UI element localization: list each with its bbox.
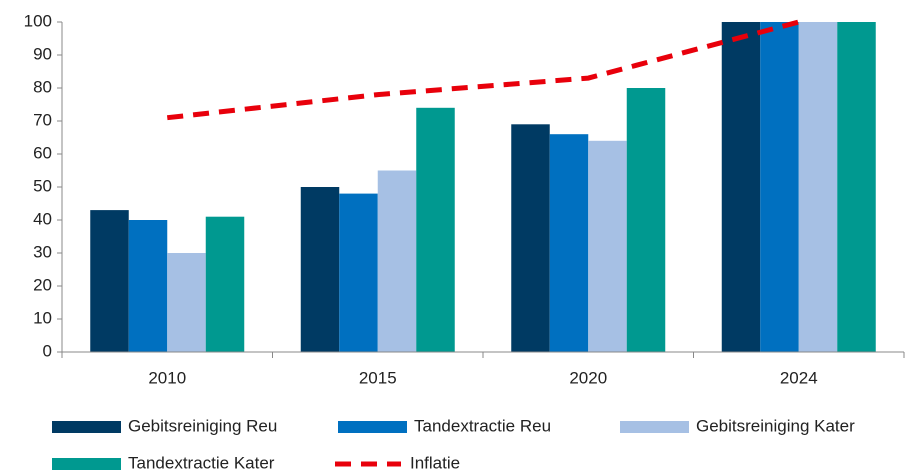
bar <box>549 134 589 352</box>
bar <box>626 88 666 352</box>
bar <box>588 140 627 352</box>
y-tick-label: 50 <box>33 176 52 195</box>
bar <box>205 216 245 352</box>
legend-label: Inflatie <box>410 453 460 472</box>
bar <box>167 253 206 352</box>
legend-swatch <box>52 421 121 433</box>
bar <box>760 22 799 352</box>
line <box>166 19 800 121</box>
legend-swatch <box>620 421 689 433</box>
y-tick-label: 30 <box>33 242 52 261</box>
x-tick-label: 2020 <box>569 368 607 387</box>
bar <box>128 220 168 352</box>
y-tick-label: 60 <box>33 143 52 162</box>
y-tick-label: 80 <box>33 77 52 96</box>
bar <box>416 107 455 352</box>
legend-swatch <box>338 421 407 433</box>
x-tick-label: 2010 <box>148 368 186 387</box>
y-tick-label: 70 <box>33 110 52 129</box>
bar <box>300 187 340 352</box>
y-tick-label: 10 <box>33 308 52 327</box>
legend-label: Tandextractie Reu <box>414 416 551 435</box>
legend-label: Gebitsreiniging Kater <box>696 416 855 435</box>
y-tick-label: 100 <box>24 11 52 30</box>
y-tick-label: 90 <box>33 44 52 63</box>
x-tick-label: 2015 <box>359 368 397 387</box>
bar <box>511 124 550 352</box>
bar <box>377 170 417 352</box>
legend-swatch <box>52 458 121 470</box>
y-tick-label: 20 <box>33 275 52 294</box>
bar <box>798 22 838 352</box>
legend-label: Gebitsreiniging Reu <box>128 416 277 435</box>
x-tick-label: 2024 <box>780 368 818 387</box>
bar <box>90 210 129 352</box>
bar <box>837 22 876 352</box>
bar <box>339 193 378 352</box>
y-tick-label: 0 <box>43 341 52 360</box>
legend-label: Tandextractie Kater <box>128 453 275 472</box>
bar <box>721 22 761 352</box>
y-tick-label: 40 <box>33 209 52 228</box>
